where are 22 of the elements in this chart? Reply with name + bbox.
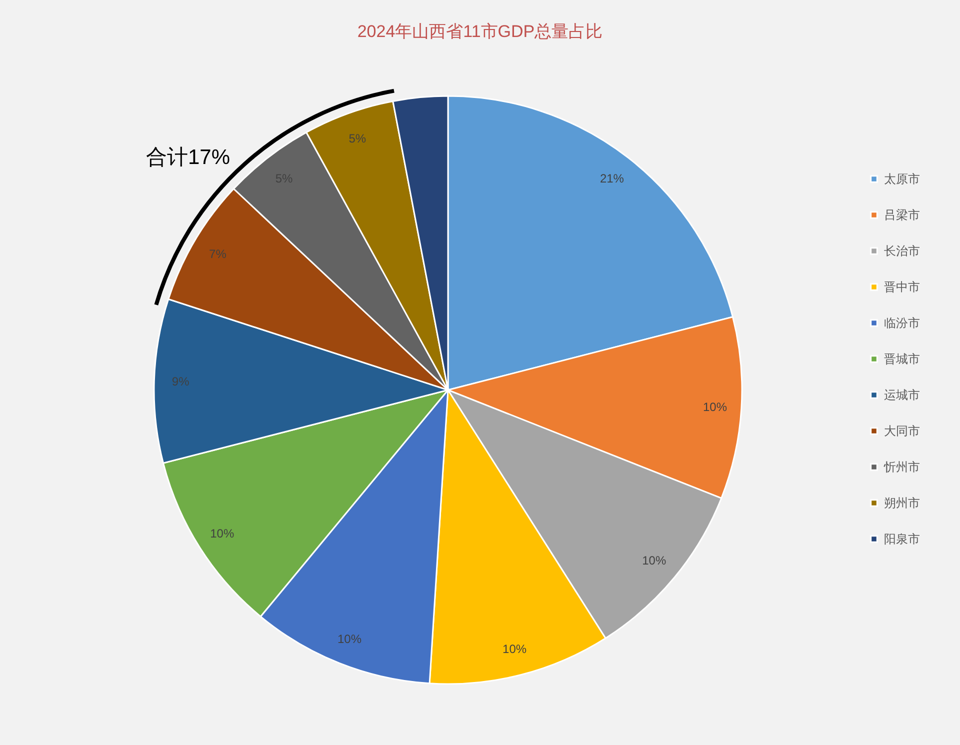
data-label: 10% xyxy=(642,554,666,568)
legend-label: 忻州市 xyxy=(883,460,920,474)
legend-label: 晋城市 xyxy=(884,352,920,366)
data-label: 9% xyxy=(172,374,190,389)
data-label: 10% xyxy=(210,526,234,540)
data-label: 10% xyxy=(502,642,527,656)
legend-label: 大同市 xyxy=(884,424,920,438)
legend-label: 晋中市 xyxy=(884,280,920,294)
data-label: 10% xyxy=(337,632,362,646)
legend-label: 运城市 xyxy=(884,388,920,402)
data-label: 5% xyxy=(348,131,366,146)
legend-label: 临汾市 xyxy=(884,316,920,330)
legend-label: 阳泉市 xyxy=(884,532,920,546)
legend-label: 太原市 xyxy=(884,172,920,186)
chart-title: 2024年山西省11市GDP总量占比 xyxy=(357,22,603,41)
text: 合计17% xyxy=(146,146,230,169)
data-label: 21% xyxy=(600,172,624,186)
legend-label: 长治市 xyxy=(884,244,920,258)
data-label: 10% xyxy=(702,400,728,414)
legend-label: 朔州市 xyxy=(884,496,920,510)
legend-label: 吕梁市 xyxy=(884,208,920,222)
data-label: 7% xyxy=(209,246,227,261)
